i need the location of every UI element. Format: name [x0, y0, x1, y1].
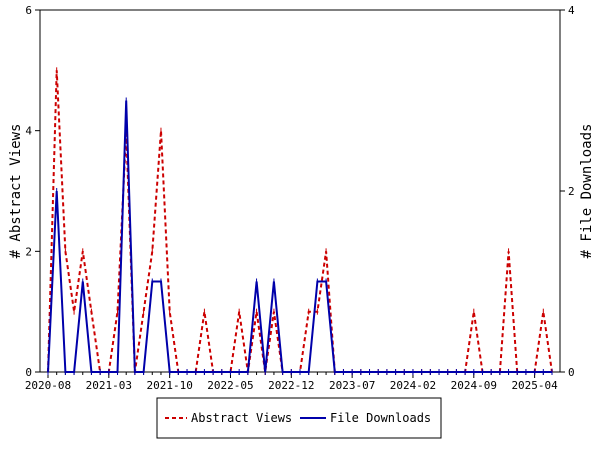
legend-box [156, 397, 442, 439]
y-axis-label-right: # File Downloads [579, 124, 595, 259]
y-tick-label-left: 2 [25, 245, 32, 258]
ticks-layer: 0 2 4 6 0 2 4 2020-08 2021-03 2021-10 2022-05 2022-… [25, 4, 575, 392]
series-layer [47, 67, 553, 375]
x-tick-label: 2024-09 [451, 379, 497, 392]
y-tick-label-left: 4 [25, 125, 32, 138]
y-tick-label-left: 0 [25, 366, 32, 379]
x-tick-label: 2021-10 [146, 379, 192, 392]
x-tick-label: 2023-07 [329, 379, 375, 392]
x-tick-label: 2024-02 [390, 379, 436, 392]
x-tick-label: 2021-03 [86, 379, 132, 392]
y-tick-label-right: 4 [568, 4, 575, 17]
x-tick-label: 2020-08 [25, 379, 71, 392]
legend: Abstract Views File Downloads [156, 397, 442, 439]
y-tick-label-right: 0 [568, 366, 575, 379]
y-tick-label-left: 6 [25, 4, 32, 17]
legend-label-abstract-views: Abstract Views [191, 411, 292, 425]
x-tick-label: 2022-12 [268, 379, 314, 392]
y-axis-label-left: # Abstract Views [8, 124, 24, 259]
legend-label-file-downloads: File Downloads [330, 411, 431, 425]
x-tick-label: 2025-04 [511, 379, 558, 392]
x-tick-label: 2022-05 [207, 379, 253, 392]
y-tick-label-right: 2 [568, 185, 575, 198]
